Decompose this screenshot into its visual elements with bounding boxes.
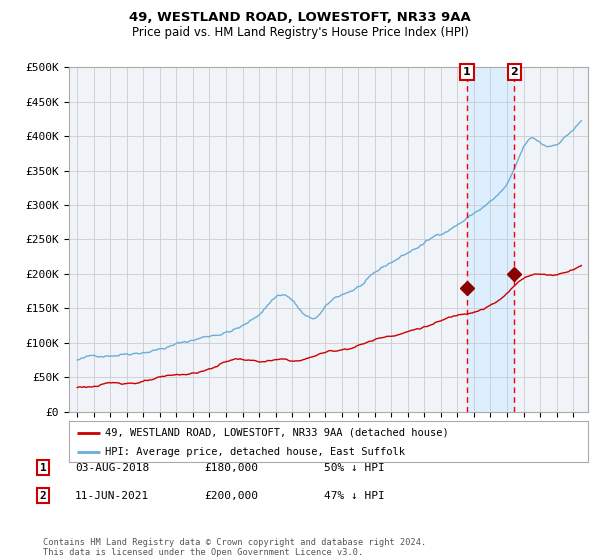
Text: 50% ↓ HPI: 50% ↓ HPI [324, 463, 385, 473]
Text: 11-JUN-2021: 11-JUN-2021 [75, 491, 149, 501]
Text: 2: 2 [511, 67, 518, 77]
Text: 47% ↓ HPI: 47% ↓ HPI [324, 491, 385, 501]
Text: £200,000: £200,000 [204, 491, 258, 501]
Text: 1: 1 [463, 67, 471, 77]
Text: Price paid vs. HM Land Registry's House Price Index (HPI): Price paid vs. HM Land Registry's House … [131, 26, 469, 39]
Text: 49, WESTLAND ROAD, LOWESTOFT, NR33 9AA (detached house): 49, WESTLAND ROAD, LOWESTOFT, NR33 9AA (… [106, 428, 449, 437]
Text: 49, WESTLAND ROAD, LOWESTOFT, NR33 9AA: 49, WESTLAND ROAD, LOWESTOFT, NR33 9AA [129, 11, 471, 24]
Text: Contains HM Land Registry data © Crown copyright and database right 2024.
This d: Contains HM Land Registry data © Crown c… [43, 538, 427, 557]
Text: 1: 1 [40, 463, 47, 473]
Bar [467, 67, 514, 412]
Text: HPI: Average price, detached house, East Suffolk: HPI: Average price, detached house, East… [106, 447, 406, 457]
Text: 03-AUG-2018: 03-AUG-2018 [75, 463, 149, 473]
Text: 2: 2 [40, 491, 47, 501]
Text: £180,000: £180,000 [204, 463, 258, 473]
